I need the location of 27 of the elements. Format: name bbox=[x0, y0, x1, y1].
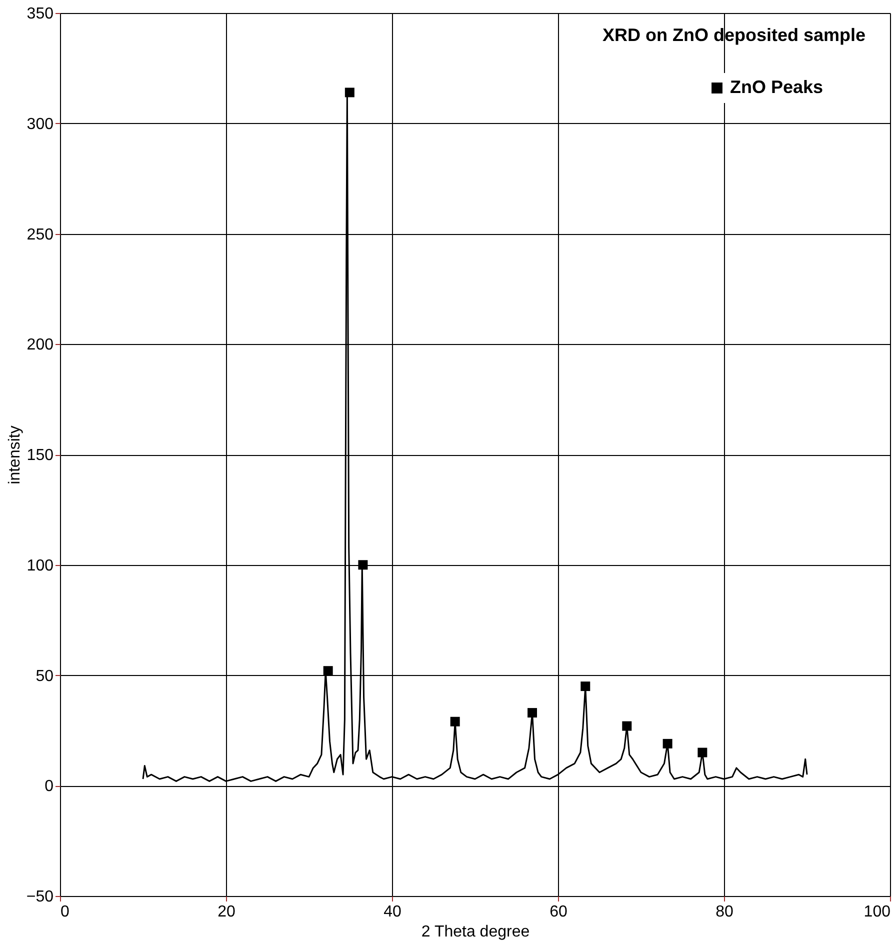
point bbox=[528, 708, 538, 718]
point bbox=[698, 748, 708, 758]
y-tick-label: −50 bbox=[26, 888, 54, 906]
legend-label: ZnO Peaks bbox=[730, 77, 824, 97]
y-tick-label: 350 bbox=[26, 6, 54, 22]
point bbox=[323, 666, 333, 676]
y-tick-label: 300 bbox=[26, 116, 54, 133]
y-tick-label: 150 bbox=[26, 447, 54, 464]
point bbox=[344, 88, 354, 98]
point bbox=[580, 682, 590, 692]
x-tick-label: 40 bbox=[384, 904, 402, 920]
y-tick-label: 50 bbox=[36, 668, 54, 685]
point bbox=[622, 721, 632, 731]
x-tick-label: 80 bbox=[716, 904, 734, 920]
x-tick-label: 100 bbox=[864, 904, 891, 920]
point bbox=[662, 738, 672, 748]
y-tick-label: 250 bbox=[26, 226, 54, 244]
y-tick-label: 100 bbox=[26, 557, 54, 574]
x-tick-label: 20 bbox=[218, 904, 236, 920]
y-axis-title: intensity bbox=[6, 426, 24, 484]
x-tick-label: 60 bbox=[550, 904, 568, 920]
x-axis-title: 2 Theta degree bbox=[421, 924, 530, 940]
x-tick-label: 0 bbox=[60, 904, 70, 920]
y-tick-label: 0 bbox=[44, 778, 54, 796]
point bbox=[358, 560, 368, 570]
y-tick-label: 200 bbox=[26, 336, 54, 354]
point bbox=[450, 716, 460, 726]
